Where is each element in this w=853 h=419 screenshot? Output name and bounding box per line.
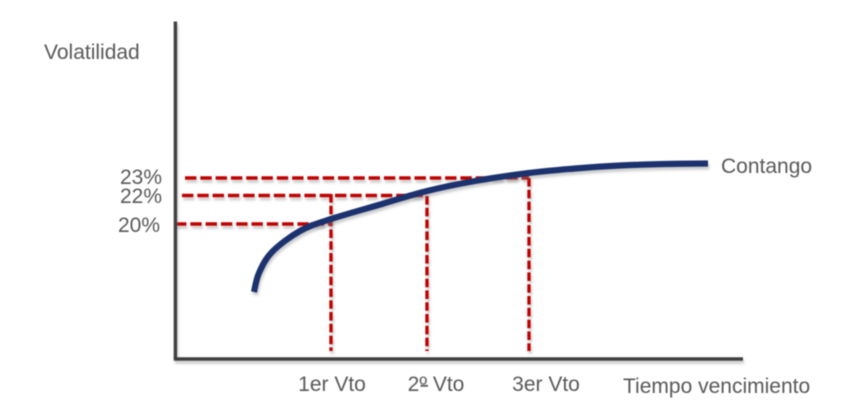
svg-text:Contango: Contango <box>721 155 812 178</box>
svg-text:20%: 20% <box>118 214 160 237</box>
svg-text:Volatilidad: Volatilidad <box>44 41 140 64</box>
svg-text:Tiempo vencimiento: Tiempo vencimiento <box>623 375 810 398</box>
svg-text:23%: 23% <box>120 166 162 189</box>
svg-text:22%: 22% <box>120 185 162 208</box>
svg-text:2º Vto: 2º Vto <box>408 373 465 396</box>
svg-text:1er Vto: 1er Vto <box>298 373 366 396</box>
svg-text:3er Vto: 3er Vto <box>512 373 580 396</box>
